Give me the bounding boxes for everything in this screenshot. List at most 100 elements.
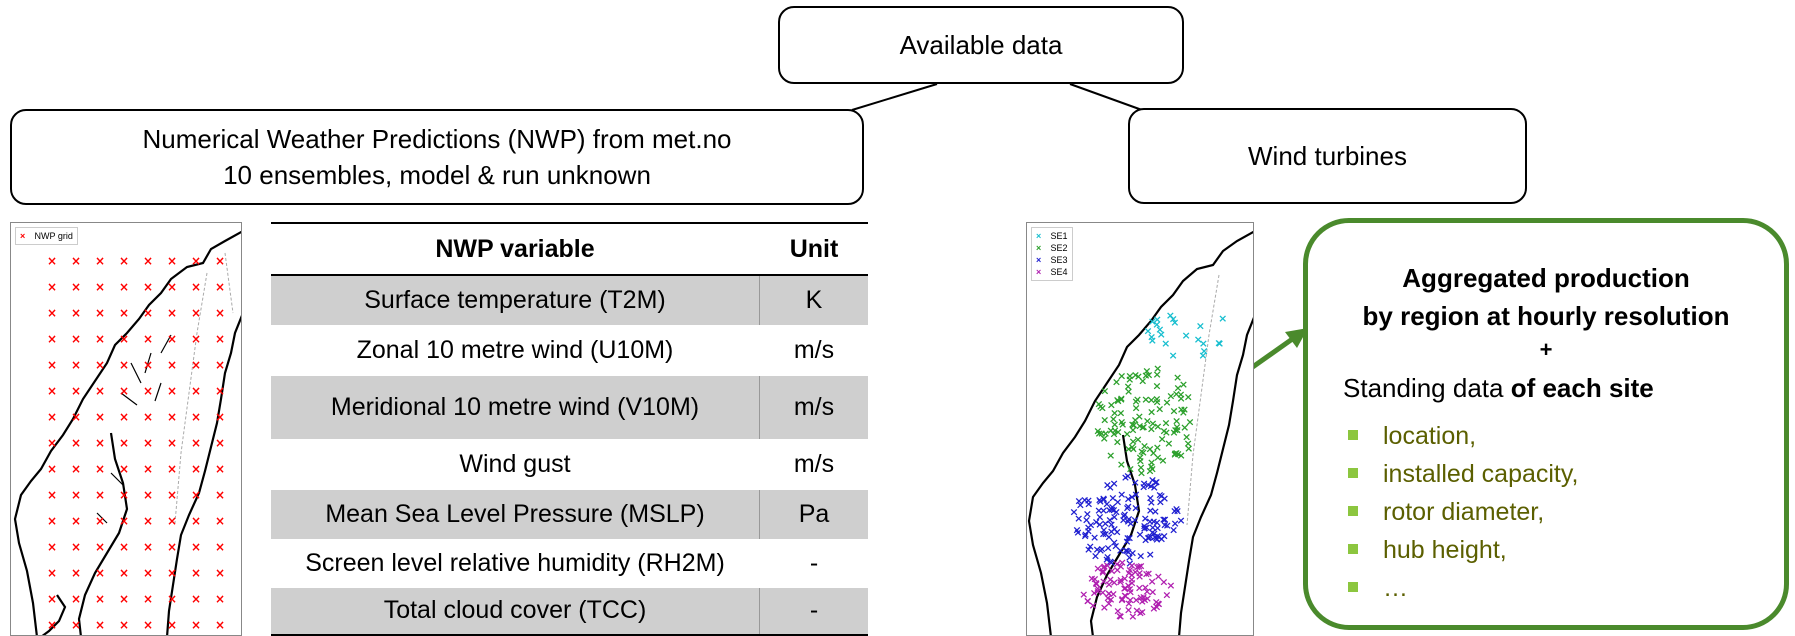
site-marker: × [1127,559,1136,572]
site-marker: × [1080,493,1089,506]
grid-point-marker: × [215,618,225,632]
grid-point-marker: × [215,280,225,294]
site-marker: × [1172,503,1181,516]
site-marker: × [1124,604,1133,617]
site-marker: × [1098,566,1107,579]
site-marker: × [1146,492,1155,505]
grid-point-marker: × [95,254,105,268]
site-marker: × [1146,504,1155,517]
grid-point-marker: × [215,254,225,268]
site-marker: × [1166,579,1175,592]
site-marker: × [1120,589,1129,602]
site-marker: × [1146,548,1155,561]
grid-point-marker: × [95,306,105,320]
site-marker: × [1108,500,1117,513]
site-marker: × [1153,396,1162,409]
grid-point-marker: × [215,566,225,580]
site-marker: × [1170,448,1179,461]
site-marker: × [1182,431,1191,444]
site-marker: × [1124,579,1133,592]
site-marker: × [1140,477,1149,490]
site-marker: × [1114,426,1123,439]
table-row: Meridional 10 metre wind (V10M) m/s [271,375,868,440]
site-marker: × [1074,495,1083,508]
site-marker: × [1087,572,1096,585]
grid-point-marker: × [95,462,105,476]
grid-point-marker: × [215,592,225,606]
borders [174,252,234,524]
unit-cell: m/s [759,439,868,490]
table-row: Wind gust m/s [271,439,868,490]
grid-point-marker: × [47,436,57,450]
site-marker: × [1101,528,1110,541]
site-marker: × [1127,491,1136,504]
site-marker: × [1138,375,1147,388]
site-marker: × [1156,495,1165,508]
site-marker: × [1127,573,1136,586]
site-marker: × [1172,387,1181,400]
site-marker: × [1124,515,1133,528]
site-marker: × [1128,441,1137,454]
site-marker: × [1092,576,1101,589]
site-marker: × [1160,492,1169,505]
site-marker: × [1143,592,1152,605]
grid-point-marker: × [47,306,57,320]
site-marker: × [1113,496,1122,509]
site-marker: × [1132,402,1141,415]
site-marker: × [1123,470,1132,483]
grid-point-marker: × [167,514,177,528]
se2-marker-icon: × [1036,243,1042,253]
grid-point-marker: × [95,358,105,372]
site-marker: × [1123,544,1132,557]
site-marker: × [1159,513,1168,526]
grid-point-marker: × [71,540,81,554]
grid-point-marker: × [119,384,129,398]
site-marker: × [1176,388,1185,401]
grid-point-marker: × [191,618,201,632]
site-marker: × [1090,531,1099,544]
site-marker: × [1184,390,1193,403]
site-marker: × [1144,479,1153,492]
site-marker: × [1112,506,1121,519]
site-marker: × [1101,427,1110,440]
site-marker: × [1131,476,1140,489]
site-marker: × [1117,393,1126,406]
site-marker: × [1133,393,1142,406]
grid-point-marker: × [167,436,177,450]
site-marker: × [1104,597,1113,610]
site-marker: × [1152,533,1161,546]
site-marker: × [1136,560,1145,573]
grid-point-marker: × [47,280,57,294]
legend-item-se2: × SE2 [1036,242,1068,254]
site-marker: × [1111,540,1120,553]
site-marker: × [1086,519,1095,532]
site-marker: × [1172,447,1181,460]
site-marker: × [1103,559,1112,572]
grid-point-marker: × [167,332,177,346]
site-marker: × [1126,594,1135,607]
grid-point-marker: × [71,332,81,346]
site-marker: × [1160,513,1169,526]
grid-point-marker: × [191,410,201,424]
site-marker: × [1166,390,1175,403]
site-marker: × [1084,498,1093,511]
site-marker: × [1148,417,1157,430]
site-marker: × [1110,407,1119,420]
site-marker: × [1146,530,1155,543]
site-marker: × [1096,400,1105,413]
site-marker: × [1148,526,1157,539]
site-marker: × [1136,455,1145,468]
site-marker: × [1184,442,1193,455]
unit-cell: m/s [759,375,868,440]
grid-point-marker: × [143,254,153,268]
site-marker: × [1124,500,1133,513]
site-marker: × [1125,532,1134,545]
site-marker: × [1196,319,1205,332]
list-item: location, [1348,418,1578,456]
legend-item-se1: × SE1 [1036,230,1068,242]
nwp-variables-table: NWP variable Unit Surface temperature (T… [271,222,868,636]
site-marker: × [1151,476,1160,489]
site-marker: × [1169,313,1178,326]
site-marker: × [1148,315,1157,328]
site-marker: × [1116,544,1125,557]
